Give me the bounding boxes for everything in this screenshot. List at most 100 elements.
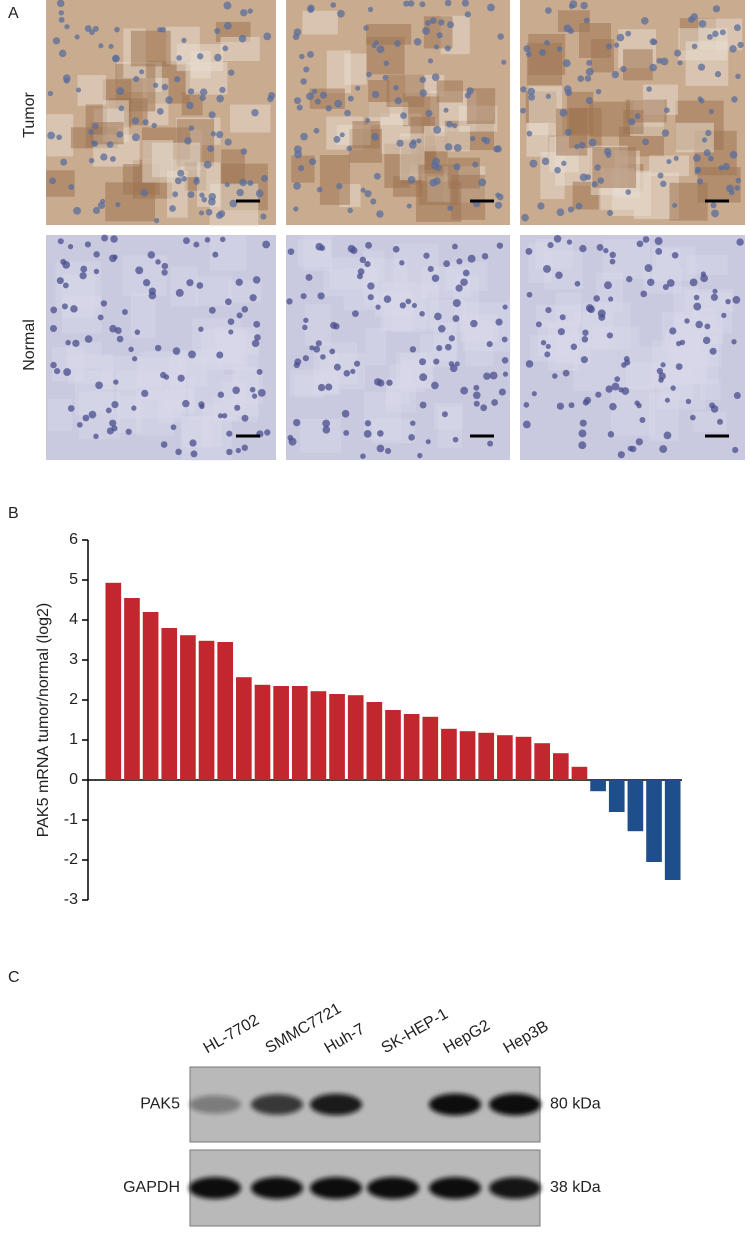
row-label: Normal bbox=[21, 319, 38, 371]
nucleus bbox=[196, 282, 204, 289]
nucleus bbox=[64, 24, 70, 30]
bar bbox=[217, 642, 234, 780]
nucleus bbox=[712, 288, 718, 294]
nucleus bbox=[487, 440, 494, 447]
nucleus bbox=[676, 341, 682, 347]
nucleus bbox=[675, 363, 683, 371]
nucleus bbox=[585, 67, 594, 76]
nucleus bbox=[296, 104, 303, 111]
nucleus bbox=[626, 275, 633, 283]
nucleus bbox=[607, 431, 615, 438]
nucleus bbox=[660, 57, 669, 66]
nucleus bbox=[581, 336, 589, 343]
nucleus bbox=[322, 419, 331, 428]
nucleus bbox=[453, 143, 462, 152]
nucleus bbox=[337, 9, 345, 18]
nucleus bbox=[341, 409, 350, 418]
nucleus bbox=[70, 305, 78, 313]
nucleus bbox=[293, 182, 301, 190]
nucleus bbox=[235, 278, 243, 286]
nucleus bbox=[309, 345, 315, 351]
nucleus bbox=[582, 329, 589, 336]
nucleus bbox=[57, 238, 64, 245]
nucleus bbox=[157, 27, 163, 33]
nucleus bbox=[609, 258, 616, 265]
nucleus bbox=[410, 420, 416, 426]
nucleus bbox=[523, 45, 531, 53]
nucleus bbox=[641, 17, 649, 25]
nucleus bbox=[470, 135, 476, 142]
nucleus bbox=[712, 5, 721, 13]
nucleus bbox=[343, 429, 350, 436]
nucleus bbox=[502, 371, 509, 377]
row-label: Tumor bbox=[21, 92, 38, 138]
nucleus bbox=[92, 206, 101, 215]
nucleus bbox=[525, 247, 533, 255]
nucleus bbox=[260, 213, 267, 220]
nucleus bbox=[344, 109, 351, 117]
nucleus bbox=[473, 391, 481, 400]
nucleus bbox=[373, 40, 380, 46]
histology-image bbox=[46, 0, 276, 227]
nucleus bbox=[399, 302, 406, 309]
lane-label: Hep3B bbox=[501, 1018, 552, 1057]
nucleus bbox=[238, 34, 247, 43]
nucleus bbox=[300, 78, 307, 85]
nucleus bbox=[460, 278, 468, 287]
nucleus bbox=[56, 134, 63, 141]
nucleus bbox=[567, 206, 574, 213]
nucleus bbox=[228, 69, 235, 76]
nucleus bbox=[148, 291, 157, 300]
nucleus bbox=[165, 96, 173, 104]
nucleus bbox=[109, 155, 116, 162]
bar bbox=[347, 695, 364, 780]
nucleus bbox=[116, 87, 125, 95]
nucleus bbox=[371, 90, 380, 99]
nucleus bbox=[170, 424, 177, 431]
nucleus bbox=[578, 429, 587, 438]
nucleus bbox=[586, 59, 593, 66]
nucleus bbox=[118, 105, 125, 112]
nucleus bbox=[101, 234, 109, 242]
nucleus bbox=[200, 88, 208, 96]
bar bbox=[161, 628, 178, 780]
nucleus bbox=[525, 51, 532, 58]
nucleus bbox=[122, 309, 128, 315]
nucleus bbox=[657, 172, 664, 179]
nucleus bbox=[74, 34, 80, 40]
nucleus bbox=[325, 383, 333, 391]
nucleus bbox=[141, 389, 149, 398]
nucleus bbox=[436, 344, 443, 352]
nucleus bbox=[473, 384, 480, 391]
band bbox=[367, 1177, 419, 1199]
nucleus bbox=[556, 46, 563, 52]
nucleus bbox=[606, 332, 614, 339]
nucleus bbox=[47, 131, 56, 140]
nucleus bbox=[411, 302, 418, 309]
nucleus bbox=[725, 298, 731, 305]
nucleus bbox=[255, 189, 264, 198]
nucleus bbox=[359, 256, 367, 264]
nucleus bbox=[639, 417, 646, 424]
bar bbox=[478, 732, 495, 780]
nucleus bbox=[664, 107, 670, 114]
nucleus bbox=[604, 281, 612, 290]
tissue-patch bbox=[596, 272, 623, 312]
nucleus bbox=[181, 37, 187, 43]
bar bbox=[310, 691, 327, 780]
nucleus bbox=[67, 244, 74, 250]
nucleus bbox=[483, 137, 491, 145]
nucleus bbox=[188, 350, 196, 359]
y-tick-label: 3 bbox=[69, 651, 78, 668]
nucleus bbox=[225, 298, 232, 306]
nucleus bbox=[92, 25, 99, 32]
tissue-patch bbox=[365, 328, 387, 365]
nucleus bbox=[293, 418, 301, 427]
nucleus bbox=[737, 41, 744, 49]
nucleus bbox=[172, 347, 181, 355]
bar bbox=[627, 780, 644, 832]
tissue-patch bbox=[436, 80, 464, 103]
nucleus bbox=[535, 321, 542, 328]
